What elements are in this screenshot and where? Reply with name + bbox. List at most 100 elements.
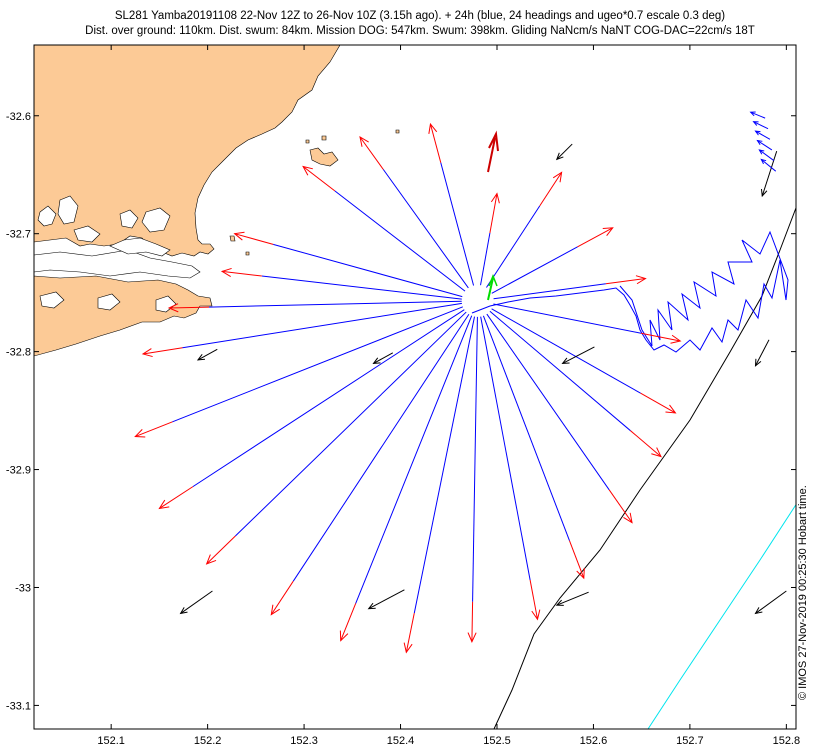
heading-15-blue-line bbox=[235, 311, 467, 537]
green-last-segment bbox=[487, 277, 494, 301]
heading-4-red-arrow-shaft bbox=[605, 278, 646, 285]
heading-9-red-arrow-shaft bbox=[569, 540, 585, 579]
heading-24-red-arrow bbox=[428, 122, 442, 163]
heading-2 bbox=[486, 171, 563, 288]
current-arrow-6-shaft bbox=[562, 346, 595, 364]
heading-21-red-arrow bbox=[233, 231, 274, 245]
current-arrow-4-head bbox=[196, 353, 205, 361]
heading-21-blue-line bbox=[273, 243, 463, 298]
y-tick-label-6: -33.1 bbox=[6, 700, 31, 712]
heading-19-blue-line bbox=[209, 300, 462, 308]
heading-10-blue-line bbox=[480, 316, 531, 581]
swim-arrow-1-shaft bbox=[750, 111, 766, 119]
current-arrow-8-head bbox=[367, 602, 376, 610]
heading-3-blue-line bbox=[491, 246, 578, 294]
y-tick-label-1: -32.6 bbox=[6, 111, 31, 123]
island-small-4 bbox=[245, 251, 250, 256]
heading-19-red-arrow-head bbox=[167, 303, 179, 313]
current-arrow-2-head bbox=[760, 188, 768, 198]
current-arrow-9-shaft bbox=[556, 591, 589, 606]
heading-1-blue-line bbox=[480, 232, 491, 286]
heading-23-red-arrow bbox=[359, 135, 384, 170]
heading-1-red-arrow-head bbox=[490, 192, 500, 204]
heading-22 bbox=[302, 165, 466, 292]
current-arrow-8-shaft bbox=[368, 589, 405, 610]
y-tick-label-5: -33 bbox=[15, 582, 31, 594]
heading-14 bbox=[270, 314, 470, 616]
heading-17-blue-line bbox=[172, 306, 464, 423]
island-small-5 bbox=[395, 129, 400, 134]
heading-13-red-arrow bbox=[339, 603, 357, 642]
swim-arrow-4 bbox=[756, 139, 773, 151]
heading-2-red-arrow-head bbox=[552, 171, 563, 183]
heading-20-blue-line bbox=[261, 275, 462, 300]
lake-4 bbox=[141, 207, 171, 233]
current-arrow-3-shaft bbox=[755, 339, 770, 367]
island-small-3 bbox=[229, 235, 236, 242]
heading-19 bbox=[167, 300, 462, 313]
heading-7-red-arrow-head bbox=[651, 447, 662, 458]
heading-6-red-arrow-head bbox=[665, 404, 677, 414]
current-arrow-8 bbox=[367, 589, 405, 610]
swim-arrow-1-head bbox=[749, 111, 756, 117]
heading-3-red-arrow bbox=[577, 227, 614, 248]
current-arrow-6-head bbox=[561, 357, 570, 364]
lake-3 bbox=[73, 225, 101, 243]
current-arrow-10 bbox=[754, 590, 787, 615]
heading-11-red-arrow-shaft bbox=[471, 601, 474, 642]
island-small-2 bbox=[305, 139, 310, 144]
heading-12-red-arrow-shaft bbox=[405, 613, 415, 653]
heading-4-red-arrow-head bbox=[635, 275, 647, 285]
lake-2 bbox=[57, 195, 79, 225]
heading-11 bbox=[467, 316, 478, 643]
heading-14-blue-line bbox=[292, 314, 470, 582]
heading-23 bbox=[359, 135, 469, 289]
heading-1 bbox=[480, 192, 500, 286]
current-arrow-4 bbox=[196, 348, 218, 361]
heading-16 bbox=[158, 309, 465, 510]
heading-12-red-arrow bbox=[403, 613, 415, 654]
heading-24 bbox=[428, 122, 475, 286]
heading-2-blue-line bbox=[486, 205, 541, 288]
heading-3-red-arrow-shaft bbox=[577, 227, 613, 248]
heading-3-red-arrow-head bbox=[602, 227, 614, 237]
heading-6-blue-line bbox=[491, 308, 641, 394]
heading-22-red-arrow-shaft bbox=[302, 166, 336, 192]
heading-15-red-arrow-head bbox=[205, 554, 217, 565]
heading-1-red-arrow bbox=[489, 192, 500, 234]
estuary-channel bbox=[109, 237, 171, 257]
current-arrow-1 bbox=[555, 143, 573, 161]
heading-17-red-arrow bbox=[134, 421, 173, 438]
heading-20-red-arrow-shaft bbox=[222, 270, 262, 277]
heading-22-red-arrow-head bbox=[302, 165, 313, 176]
current-arrow-9 bbox=[555, 591, 589, 606]
swim-arrow-2-shaft bbox=[753, 121, 769, 130]
heading-7-blue-line bbox=[489, 310, 631, 432]
island-large bbox=[309, 147, 339, 167]
swim-arrow-6-shaft bbox=[760, 159, 777, 172]
heading-5-red-arrow-shaft bbox=[640, 332, 681, 342]
swim-arrow-3-head bbox=[754, 130, 761, 136]
heading-8-red-arrow-head bbox=[623, 512, 633, 524]
current-arrow-10-shaft bbox=[755, 590, 787, 614]
heading-20 bbox=[220, 267, 462, 300]
recent-heading-arrow-head bbox=[488, 130, 499, 152]
lake-1 bbox=[37, 205, 57, 227]
heading-3 bbox=[491, 227, 614, 294]
y-tick-label-3: -32.8 bbox=[6, 347, 31, 359]
heading-7 bbox=[489, 310, 662, 458]
swim-arrow-4-head bbox=[756, 139, 763, 145]
heading-24-blue-line bbox=[440, 162, 475, 286]
heading-11-red-arrow-head bbox=[467, 632, 477, 643]
heading-10 bbox=[480, 316, 541, 621]
heading-16-red-arrow-head bbox=[158, 499, 170, 510]
recent-heading-arrow bbox=[487, 137, 496, 173]
heading-23-red-arrow-head bbox=[359, 135, 369, 147]
axes-box bbox=[33, 44, 797, 730]
current-arrow-2 bbox=[760, 150, 778, 198]
heading-10-red-arrow bbox=[529, 579, 541, 621]
x-tick-label-8: 152.8 bbox=[773, 735, 801, 747]
current-arrow-7-shaft bbox=[180, 590, 213, 614]
heading-15-red-arrow bbox=[205, 535, 236, 565]
